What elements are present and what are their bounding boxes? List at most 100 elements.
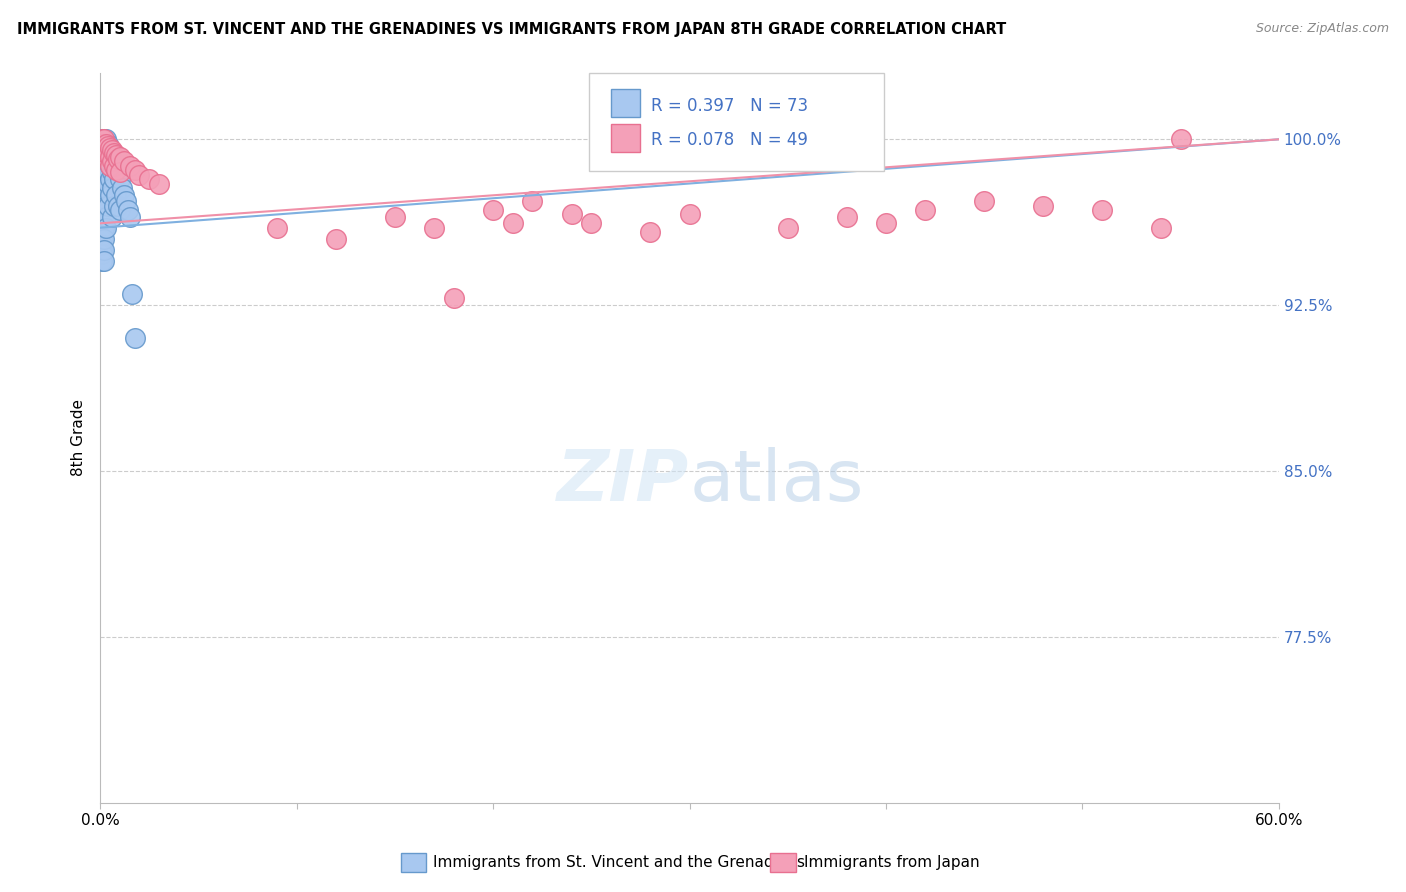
Point: [91, 220, 114, 235]
Point: [776, 220, 799, 235]
Point: [914, 202, 936, 217]
Point: [93, 132, 115, 146]
Point: [112, 187, 135, 202]
Point: [97, 139, 120, 153]
Point: [94, 145, 117, 160]
Point: [561, 207, 583, 221]
Point: [93, 199, 115, 213]
Point: [94, 136, 117, 151]
Point: [93, 154, 115, 169]
Point: [1170, 132, 1192, 146]
Point: [98, 159, 121, 173]
Point: [117, 202, 139, 217]
Point: [91, 247, 114, 261]
Point: [104, 163, 127, 178]
Point: [138, 172, 160, 186]
Point: [111, 181, 134, 195]
Point: [97, 165, 120, 179]
Point: [94, 210, 117, 224]
Point: [103, 145, 125, 160]
Point: [101, 210, 124, 224]
Point: [128, 168, 150, 182]
Text: Source: ZipAtlas.com: Source: ZipAtlas.com: [1256, 22, 1389, 36]
Point: [93, 243, 115, 257]
Point: [1091, 202, 1114, 217]
Point: [98, 141, 121, 155]
FancyBboxPatch shape: [610, 124, 640, 152]
Point: [522, 194, 544, 209]
Point: [108, 202, 131, 217]
Point: [98, 172, 121, 186]
Point: [101, 144, 124, 158]
Text: R = 0.397   N = 73: R = 0.397 N = 73: [651, 97, 808, 115]
Y-axis label: 8th Grade: 8th Grade: [72, 400, 86, 476]
Point: [108, 172, 131, 186]
Point: [94, 220, 117, 235]
Point: [93, 165, 115, 179]
Point: [107, 165, 129, 179]
Point: [93, 177, 115, 191]
Point: [107, 152, 129, 166]
Point: [266, 220, 288, 235]
Point: [121, 287, 143, 301]
Point: [101, 181, 124, 195]
Point: [835, 210, 858, 224]
Point: [91, 154, 114, 169]
Point: [91, 132, 114, 146]
Point: [91, 177, 114, 191]
Point: [94, 187, 117, 202]
Text: Immigrants from St. Vincent and the Grenadines: Immigrants from St. Vincent and the Gren…: [433, 855, 806, 870]
Point: [124, 163, 146, 178]
Point: [107, 199, 129, 213]
Point: [91, 177, 114, 191]
Point: [103, 199, 125, 213]
Point: [1032, 199, 1054, 213]
Point: [94, 165, 117, 179]
Point: [93, 232, 115, 246]
Point: [93, 150, 115, 164]
Point: [103, 172, 125, 186]
Point: [101, 150, 124, 164]
Point: [93, 139, 115, 153]
Point: [91, 132, 114, 146]
Point: [384, 210, 406, 224]
Point: [91, 165, 114, 179]
Point: [108, 150, 131, 164]
Point: [112, 154, 135, 169]
Point: [148, 177, 170, 191]
Point: [94, 177, 117, 191]
Point: [443, 292, 465, 306]
Point: [93, 136, 115, 151]
Point: [973, 194, 995, 209]
Point: [118, 159, 141, 173]
Point: [104, 187, 127, 202]
Point: [91, 202, 114, 217]
Point: [94, 132, 117, 146]
Point: [94, 154, 117, 169]
Point: [875, 216, 897, 230]
Point: [91, 225, 114, 239]
Point: [91, 253, 114, 268]
Point: [91, 144, 114, 158]
Point: [93, 210, 115, 224]
Point: [93, 144, 115, 158]
Point: [1150, 220, 1173, 235]
Point: [94, 199, 117, 213]
Point: [124, 331, 146, 345]
Point: [91, 144, 114, 158]
Point: [423, 220, 446, 235]
Point: [678, 207, 700, 221]
Point: [93, 202, 115, 217]
Point: [104, 148, 127, 162]
Point: [93, 253, 115, 268]
Point: [93, 220, 115, 235]
Point: [91, 232, 114, 246]
Point: [114, 194, 136, 209]
Text: atlas: atlas: [689, 447, 863, 516]
Text: IMMIGRANTS FROM ST. VINCENT AND THE GRENADINES VS IMMIGRANTS FROM JAPAN 8TH GRAD: IMMIGRANTS FROM ST. VINCENT AND THE GREN…: [17, 22, 1007, 37]
Point: [93, 187, 115, 202]
Point: [97, 154, 120, 169]
Point: [91, 187, 114, 202]
Point: [97, 148, 120, 162]
Point: [91, 136, 114, 151]
